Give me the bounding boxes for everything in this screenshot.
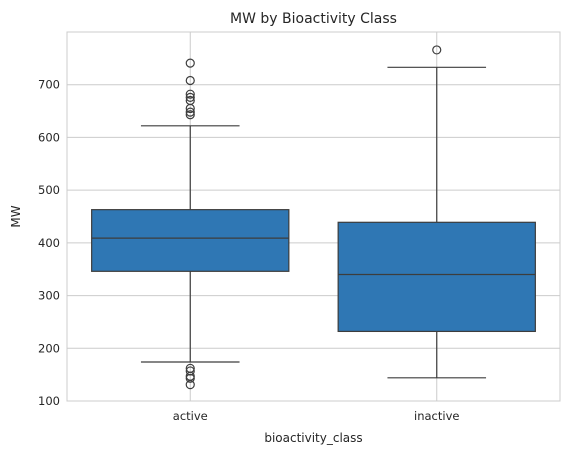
y-tick-label-100: 100 (38, 394, 60, 408)
box-group-inactive (337, 45, 536, 379)
outlier-point-active-3 (185, 92, 195, 102)
outlier-point-active-12 (185, 380, 195, 390)
outlier-point-active-6 (185, 107, 195, 117)
outlier-point-active-2 (185, 89, 195, 99)
y-tick-label-400: 400 (38, 236, 60, 250)
y-tick-label-300: 300 (38, 289, 60, 303)
chart-title: MW by Bioactivity Class (230, 11, 397, 27)
y-tick-label-500: 500 (38, 183, 60, 197)
y-tick-label-200: 200 (38, 341, 60, 355)
outlier-point-active-5 (185, 103, 195, 114)
x-tick-label-active: active (173, 409, 208, 423)
outlier-point-active-9 (185, 366, 195, 376)
x-tick-label-inactive: inactive (414, 409, 459, 423)
x-axis-label: bioactivity_class (264, 431, 362, 445)
y-axis-ticks: 100 200 300 400 500 600 700 (38, 78, 60, 408)
box-group-active (91, 58, 290, 390)
box-plot-series (91, 45, 536, 390)
outlier-point-active-0 (185, 58, 195, 68)
outlier-point-active-7 (185, 110, 195, 120)
x-axis-ticks: active inactive (173, 409, 460, 423)
y-axis-label: MW (9, 205, 23, 227)
iqr-box-inactive (337, 221, 536, 333)
outlier-point-inactive-0 (432, 45, 442, 55)
iqr-box-active (91, 209, 290, 272)
plot-frame (66, 31, 561, 402)
y-tick-label-700: 700 (38, 78, 60, 92)
y-tick-label-600: 600 (38, 130, 60, 144)
outlier-point-active-1 (185, 75, 195, 86)
outlier-point-active-11 (185, 373, 195, 383)
